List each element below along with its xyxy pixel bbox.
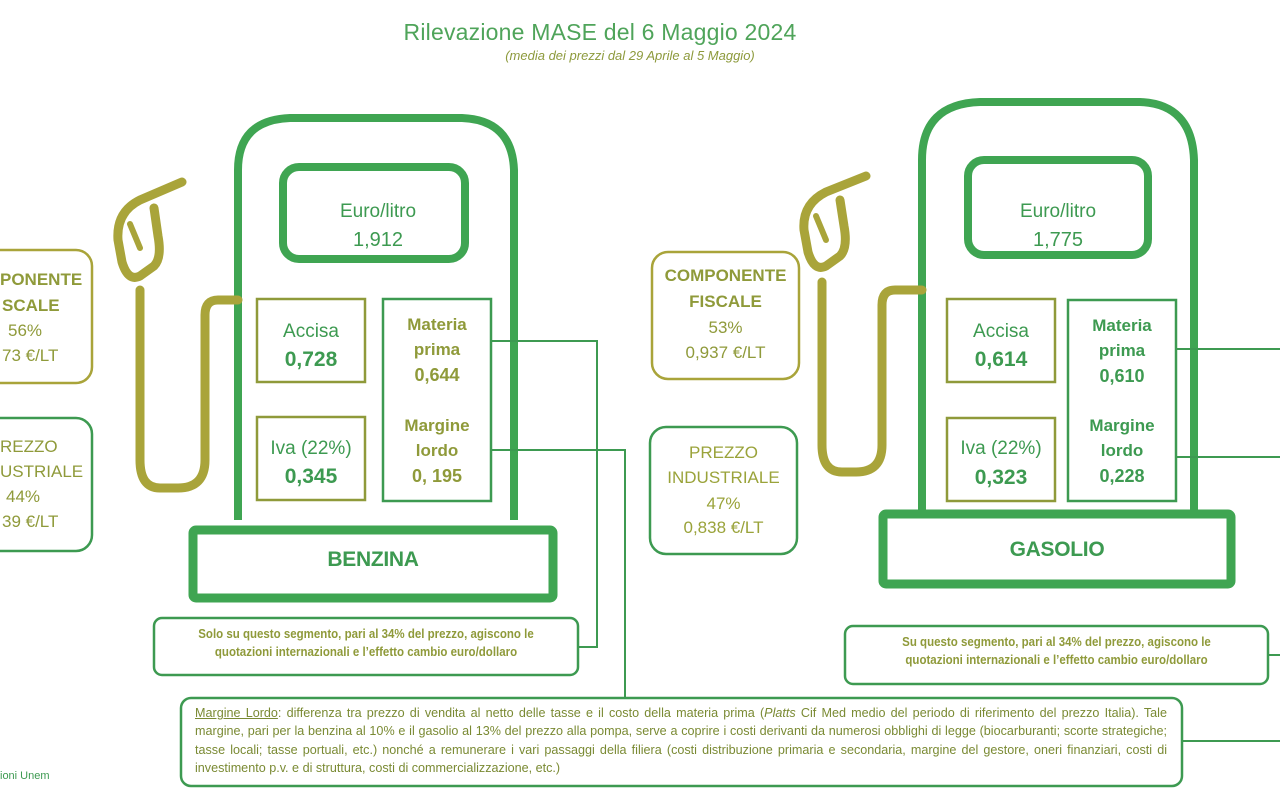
benzina-industriale-pct: 44% [6, 487, 41, 506]
gasolio-materia-label-1: Materia [1092, 316, 1152, 335]
benzina-iva-value: 0,345 [284, 465, 338, 488]
benzina-fiscale-box [0, 248, 94, 385]
gasolio-industriale-box [648, 425, 799, 556]
gasolio-margine-label-1: Margine [1089, 416, 1155, 435]
gasolio-name: GASOLIO [1009, 538, 1105, 561]
gasolio-materia-label-2: prima [1098, 341, 1146, 360]
gasolio-nozzle [799, 171, 871, 272]
benzina-name: BENZINA [327, 548, 419, 571]
benzina-materia-label-1: Materia [407, 315, 467, 334]
gasolio-accisa-label: Accisa [973, 321, 1029, 342]
gasolio-fiscale-box [650, 250, 801, 381]
benzina-industrial-box [381, 297, 493, 503]
gasolio-industrial-box [1066, 298, 1178, 503]
benzina-note: Solo su questo segmento, pari al 34% del… [171, 626, 561, 661]
benzina-fiscale-line2: SCALE [2, 296, 60, 315]
gasolio-base [878, 509, 1236, 589]
benzina-price-value: 1,912 [352, 229, 404, 251]
benzina-industriale-line2: USTRIALE [0, 462, 84, 481]
gasolio-pump [799, 98, 1236, 589]
definition-part2: Cif Med medio del periodo di riferimento… [195, 706, 1167, 775]
gasolio-fiscale-pct: 53% [708, 318, 743, 337]
gasolio-hose [817, 277, 927, 477]
gasolio-materia-value: 0,610 [1099, 366, 1145, 386]
definition-platts: Platts [764, 706, 796, 720]
gasolio-industriale-line2: INDUSTRIALE [667, 468, 780, 487]
benzina-pump-body [234, 114, 518, 520]
benzina-industriale-line1: REZZO [0, 437, 58, 456]
source-note: ioni Unem [0, 770, 50, 782]
gasolio-margine-value: 0,228 [1099, 466, 1145, 486]
gasolio-note-line1: Su questo segmento, pari al 34% del prez… [902, 635, 1211, 649]
page-title: Rilevazione MASE del 6 Maggio 2024 [403, 19, 797, 45]
gasolio-price-screen [964, 156, 1152, 259]
benzina-materia-connector [492, 340, 598, 648]
gasolio-margine-label-2: lordo [1100, 441, 1144, 460]
gasolio-industriale-pct: 47% [706, 494, 741, 513]
benzina-iva-label: Iva (22%) [270, 438, 352, 459]
gasolio-fiscale-line1: COMPONENTE [664, 266, 787, 285]
benzina-note-line2: quotazioni internazionali e l’effetto ca… [214, 644, 518, 659]
benzina-note-line1: Solo su questo segmento, pari al 34% del… [198, 627, 534, 641]
gasolio-iva-value: 0,323 [974, 466, 1028, 489]
benzina-iva-box [255, 415, 367, 502]
benzina-margine-value: 0, 195 [411, 466, 463, 486]
gasolio-pump-body [918, 98, 1198, 510]
gasolio-note: Su questo segmento, pari al 34% del prez… [862, 634, 1251, 669]
definition-part1: : differenza tra prezzo di vendita al ne… [277, 706, 765, 720]
benzina-fiscale-line1: PONENTE [0, 270, 83, 289]
benzina-materia-value: 0,644 [414, 365, 460, 385]
benzina-industriale-box [0, 416, 94, 553]
benzina-pump [113, 114, 558, 603]
benzina-industriale-value: 39 €/LT [2, 512, 59, 531]
benzina-margine-connector [492, 449, 626, 697]
gasolio-accisa-value: 0,614 [974, 348, 1028, 371]
benzina-fiscale-pct: 56% [8, 321, 43, 340]
benzina-hose [135, 285, 243, 493]
gasolio-industriale-line1: PREZZO [689, 443, 758, 462]
gasolio-fiscale-line2: FISCALE [689, 292, 762, 311]
gasolio-fiscale-value: 0,937 €/LT [685, 343, 766, 362]
gasolio-note-line2: quotazioni internazionali e l’effetto ca… [905, 652, 1208, 667]
benzina-margine-label-1: Margine [404, 416, 470, 435]
benzina-accisa-label: Accisa [283, 321, 339, 342]
benzina-fiscale-value: 73 €/LT [2, 346, 59, 365]
gasolio-iva-label: Iva (22%) [960, 438, 1042, 459]
benzina-note-box [152, 616, 580, 677]
benzina-price-label: Euro/litro [339, 201, 417, 222]
benzina-margine-label-2: lordo [415, 441, 459, 460]
page-subtitle: (media dei prezzi dal 29 Aprile al 5 Mag… [505, 48, 755, 63]
benzina-price-screen [279, 163, 469, 263]
benzina-materia-label-2: prima [413, 340, 461, 359]
gasolio-note-box [843, 624, 1270, 686]
gasolio-accisa-box [945, 297, 1057, 384]
margine-definition: Margine Lordo: differenza tra prezzo di … [195, 704, 1167, 777]
gasolio-price-label: Euro/litro [1019, 201, 1097, 222]
gasolio-industriale-value: 0,838 €/LT [683, 518, 764, 537]
benzina-base [188, 525, 558, 603]
benzina-accisa-value: 0,728 [284, 348, 338, 371]
benzina-accisa-box [255, 297, 367, 384]
definition-box [179, 696, 1184, 788]
gasolio-price-value: 1,775 [1032, 229, 1084, 251]
benzina-nozzle [113, 177, 187, 282]
definition-term: Margine Lordo [195, 706, 278, 720]
gasolio-iva-box [945, 416, 1057, 503]
